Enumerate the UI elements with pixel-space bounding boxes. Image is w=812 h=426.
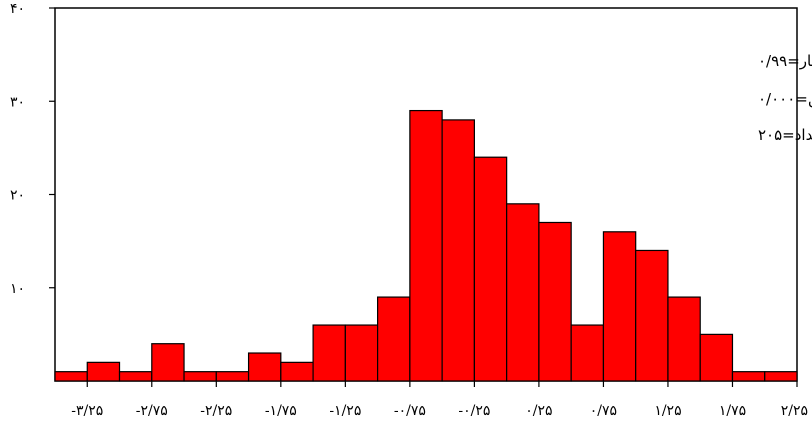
histogram-bar [183, 371, 217, 382]
histogram-bar [54, 371, 88, 382]
histogram-bar [602, 231, 637, 382]
y-tick-label: ۴۰ [10, 1, 25, 17]
histogram-bar [731, 371, 766, 382]
histogram-bar [699, 333, 734, 382]
x-tick-label: -۲/۲۵ [200, 403, 232, 419]
std-dev-annotation: انحراف معیار=۰/۹۹ [758, 52, 812, 70]
histogram-bar [312, 324, 346, 382]
mean-annotation: میانگین=۰/۰۰۰ [758, 90, 812, 108]
histogram-bar [473, 156, 508, 382]
y-tick-label: ۳۰ [10, 94, 25, 110]
stats-box: انحراف معیار=۰/۹۹ میانگین=۰/۰۰۰ تعداد=۲۰… [758, 52, 812, 144]
histogram-bar [151, 343, 185, 382]
histogram-bar [570, 324, 605, 382]
x-tick-label: -۱/۷۵ [265, 403, 297, 419]
histogram-bar [667, 296, 701, 382]
y-tick-label: ۱۰ [10, 281, 25, 297]
histogram-bar [280, 361, 314, 382]
y-axis: ۱۰ ۲۰ ۳۰ ۴۰ [10, 1, 55, 297]
histogram-bar [506, 203, 540, 382]
x-axis: -۳/۲۵ -۲/۷۵ -۲/۲۵ -۱/۷۵ -۱/۲۵ -۰/۷۵ -۰/۲۵ ۰/۲۵ ۰… [71, 381, 808, 419]
histogram-bar [635, 249, 669, 382]
histogram-bar [215, 371, 250, 382]
bars-group [54, 109, 798, 382]
x-tick-label: -۰/۲۵ [458, 403, 490, 419]
y-tick-label: ۲۰ [10, 188, 25, 204]
histogram-bar [538, 221, 572, 382]
x-tick-label: -۰/۷۵ [394, 403, 426, 419]
x-tick-label: -۳/۲۵ [71, 403, 103, 419]
histogram-bar [118, 371, 153, 382]
histogram-bar [247, 352, 282, 382]
x-tick-label: ۱/۷۵ [719, 403, 746, 419]
x-tick-label: -۲/۷۵ [136, 403, 168, 419]
histogram-bar [344, 324, 379, 382]
x-tick-label: -۱/۲۵ [329, 403, 361, 419]
histogram-bar [441, 119, 475, 382]
x-tick-label: ۲/۲۵ [781, 403, 808, 419]
histogram-bar [764, 371, 798, 382]
histogram-bar [409, 109, 443, 382]
x-tick-label: ۰/۲۵ [525, 403, 552, 419]
histogram-bar [86, 361, 121, 382]
x-tick-label: ۰/۷۵ [590, 403, 617, 419]
count-annotation: تعداد=۲۰۵ [758, 126, 812, 144]
histogram-bar [377, 296, 411, 382]
x-tick-label: ۱/۲۵ [654, 403, 681, 419]
